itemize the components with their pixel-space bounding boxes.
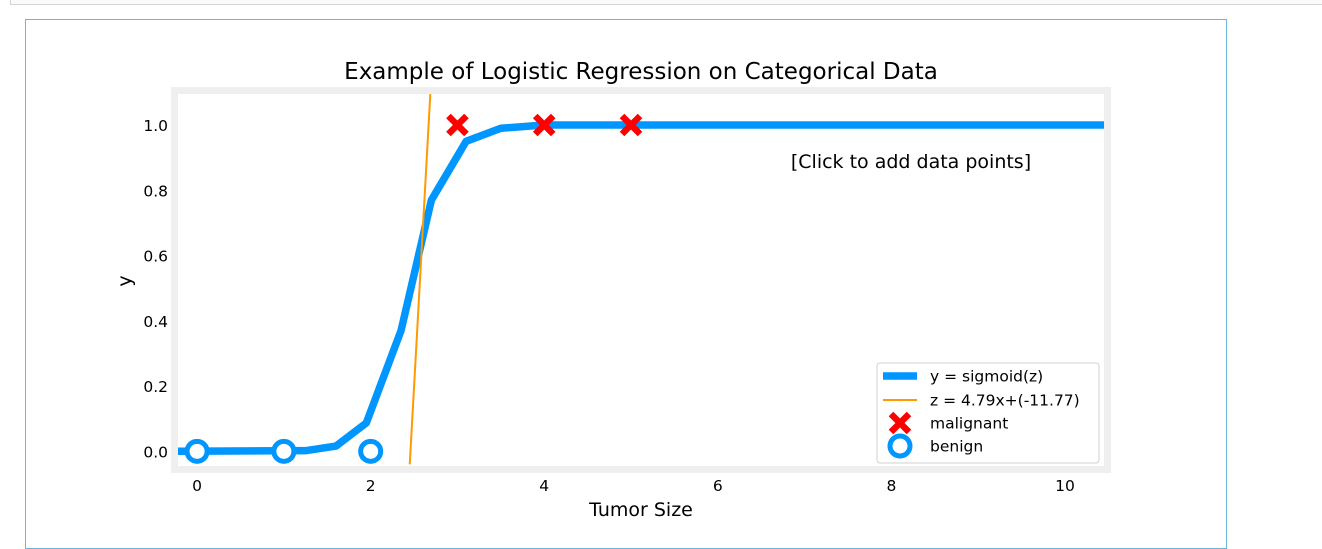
click-hint-annotation[interactable]: [Click to add data points] bbox=[791, 151, 1031, 173]
legend-label: y = sigmoid(z) bbox=[930, 368, 1043, 386]
previous-cell-border bbox=[10, 0, 1322, 5]
x-tick-label: 4 bbox=[539, 477, 549, 495]
x-axis-label: Tumor Size bbox=[588, 499, 693, 521]
y-axis-ticks: 0.0 0.2 0.4 0.6 0.8 1.0 bbox=[143, 117, 168, 461]
x-tick-label: 10 bbox=[1055, 477, 1075, 495]
sigmoid-curve bbox=[178, 121, 1104, 455]
linear-z-line bbox=[408, 94, 432, 465]
y-axis-label: y bbox=[114, 275, 136, 286]
x-tick-label: 2 bbox=[366, 477, 376, 495]
y-tick-label: 0.4 bbox=[143, 313, 168, 331]
y-tick-label: 0.0 bbox=[143, 443, 168, 461]
x-tick-label: 6 bbox=[713, 477, 723, 495]
y-tick-label: 0.6 bbox=[143, 248, 168, 266]
x-tick-label: 8 bbox=[886, 477, 896, 495]
legend-box bbox=[876, 362, 1100, 464]
malignant-point bbox=[619, 113, 643, 137]
legend-label: benign bbox=[930, 438, 983, 456]
y-tick-label: 0.8 bbox=[143, 182, 168, 200]
benign-point bbox=[184, 438, 210, 464]
logistic-regression-chart[interactable]: 0 2 4 6 8 10 0.0 0.2 0.4 0.6 0.8 1.0 Example of Lo… bbox=[0, 0, 1322, 534]
legend-label: z = 4.79x+(-11.77) bbox=[930, 392, 1080, 410]
malignant-point bbox=[532, 113, 556, 137]
x-axis-ticks: 0 2 4 6 8 10 bbox=[192, 477, 1075, 495]
legend-swatch-malignant bbox=[888, 411, 912, 435]
benign-point bbox=[358, 438, 384, 464]
legend-swatch-benign bbox=[887, 433, 913, 459]
legend-label: malignant bbox=[930, 415, 1008, 433]
axes-frame bbox=[171, 87, 1111, 473]
x-tick-label: 0 bbox=[192, 477, 202, 495]
y-tick-label: 1.0 bbox=[143, 117, 168, 135]
benign-point bbox=[271, 438, 297, 464]
malignant-point bbox=[446, 113, 469, 137]
legend: y = sigmoid(z) z = 4.79x+(-11.77) malignan… bbox=[876, 362, 1100, 464]
y-tick-label: 0.2 bbox=[143, 378, 168, 396]
chart-title: Example of Logistic Regression on Catego… bbox=[344, 59, 938, 85]
